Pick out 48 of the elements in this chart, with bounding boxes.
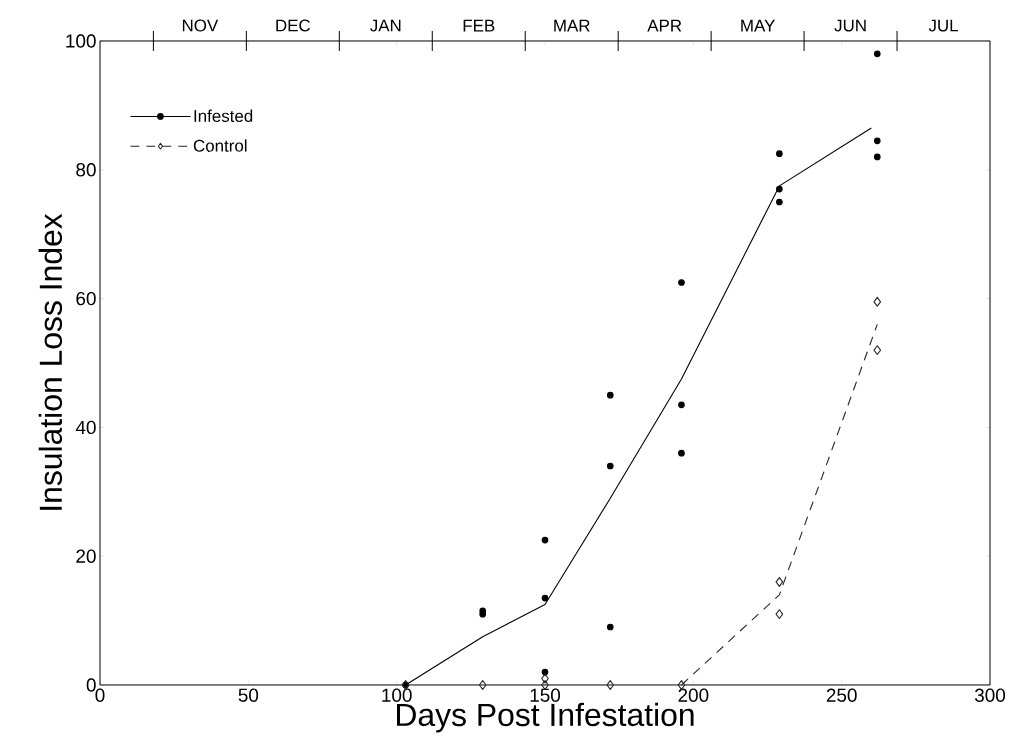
point bbox=[678, 401, 685, 409]
x-axis-title: Days Post Infestation bbox=[397, 702, 694, 733]
point bbox=[606, 462, 614, 470]
text: MAY bbox=[741, 19, 775, 32]
x-tick-label: 250 bbox=[826, 688, 857, 702]
point bbox=[541, 668, 549, 676]
y-tick-label: 80 bbox=[76, 163, 96, 177]
legend-label: Infested bbox=[194, 109, 253, 123]
legend-label: Control bbox=[193, 139, 247, 152]
x-tick-label: 0 bbox=[95, 688, 105, 702]
text: JUL bbox=[928, 19, 959, 32]
point bbox=[776, 198, 783, 206]
point bbox=[873, 50, 881, 58]
text: JUN bbox=[834, 19, 866, 32]
y-tick-label: 40 bbox=[75, 420, 96, 435]
point bbox=[606, 391, 614, 399]
point bbox=[775, 609, 784, 620]
point bbox=[775, 577, 784, 587]
x-tick-label: 150 bbox=[530, 688, 561, 702]
y-axis-title: Insulation Loss Index bbox=[38, 213, 63, 510]
x-tick-label: 300 bbox=[974, 688, 1006, 702]
point bbox=[541, 673, 549, 684]
point bbox=[873, 345, 882, 356]
point bbox=[776, 150, 783, 158]
point bbox=[541, 536, 549, 544]
text: DEC bbox=[276, 19, 311, 32]
text: APR bbox=[647, 19, 682, 32]
point bbox=[678, 449, 685, 457]
point bbox=[606, 623, 614, 631]
point bbox=[873, 137, 881, 145]
text: FEB bbox=[463, 19, 495, 32]
y-tick-label: 20 bbox=[76, 549, 96, 563]
text: JAN bbox=[370, 19, 401, 32]
x-tick-label: 100 bbox=[382, 688, 412, 702]
text: NOV bbox=[182, 19, 219, 32]
point bbox=[873, 296, 882, 307]
point bbox=[478, 680, 487, 690]
x-tick-label: 200 bbox=[678, 688, 709, 702]
text: MAR bbox=[554, 19, 590, 32]
y-tick-label: 0 bbox=[86, 678, 96, 692]
point bbox=[873, 153, 881, 161]
point bbox=[678, 279, 685, 286]
point bbox=[776, 185, 783, 193]
y-tick-label: 100 bbox=[66, 34, 96, 48]
x-tick-label: 50 bbox=[238, 688, 259, 702]
y-tick-label: 60 bbox=[76, 291, 96, 306]
point bbox=[606, 680, 615, 690]
point bbox=[541, 594, 549, 602]
